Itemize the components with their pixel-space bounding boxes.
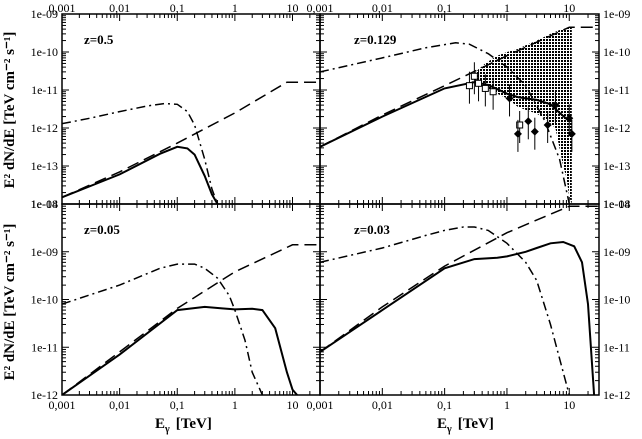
x-tick-label-top: 0,001 [49,1,76,15]
y-tick-label: 1e-10 [603,45,630,59]
series-line-solid [320,240,596,395]
x-axis-label-unit: [TeV] [176,416,212,432]
x-tick-label: 10 [287,398,299,412]
x-tick-label-top: 10 [563,1,575,15]
data-point-diamond [551,101,560,110]
y-tick-label: 1e-14 [31,197,58,211]
x-tick-label-top: 0,1 [437,1,452,15]
series-line-solid [62,145,219,204]
series-line-dashed [320,26,599,148]
x-tick-label-top: 0,01 [372,1,393,15]
y-tick-label: 1e-09 [603,245,630,259]
x-tick-label-top: 0,01 [109,1,130,15]
y-tick-label: 1e-10 [31,45,58,59]
x-tick-label: 0,01 [372,398,393,412]
series-line-solid [320,81,570,148]
y-tick-label: 1e-13 [603,159,630,173]
x-tick-label-top: 1 [232,1,238,15]
y-tick-label: 1e-11 [31,340,58,354]
x-tick-label: 0,01 [109,398,130,412]
y-axis-label-bottom: E² dN/dE [TeV cm⁻² s⁻¹] [2,224,18,381]
series-line-dashed [62,81,320,198]
data-point-diamond [543,120,552,129]
y-tick-label: 1e-11 [31,83,58,97]
x-tick-label: 0,1 [170,398,185,412]
y-tick-label: 1e-14 [603,197,630,211]
redshift-annotation: z=0.129 [354,32,397,47]
x-axis-label-unit: [TeV] [458,416,494,432]
data-point-square [516,121,524,129]
data-point-square [481,84,489,92]
x-tick-label: 0,1 [437,398,452,412]
data-point-diamond [567,129,576,138]
x-axis-label-main: E [155,416,165,432]
data-point-diamond [565,114,574,123]
uncertainty-band [472,27,572,204]
y-tick-label: 1e-08 [31,197,58,211]
y-tick-label: 1e-12 [603,121,630,135]
series-line-dashed [62,244,320,395]
panel-bottom-left: 0,001 0,01 0,1 1 10 1e-12 1e-11 1e-10 1e-09 1e-08… [31,197,321,412]
x-axis-label-sub: γ [164,424,170,435]
x-tick-label-top: 10 [287,1,299,15]
x-tick-label: 0,001 [49,398,76,412]
series-line-dash-dot [320,226,571,395]
plot-area [62,81,320,204]
y-tick-label: 1e-13 [31,159,58,173]
y-tick-label: 1e-08 [603,197,630,211]
plot-area [320,26,599,204]
x-tick-label-top: 0,1 [170,1,185,15]
redshift-annotation: z=0.05 [84,222,120,237]
panel-bottom-right: 0,001 0,01 0,1 1 10 1e-12 1e-11 1e-10 1e-09 1e-08… [307,197,631,412]
x-tick-label: 0,001 [307,398,334,412]
y-tick-label: 1e-09 [603,7,630,21]
y-tick-label: 1e-10 [603,293,630,307]
data-point-diamond [513,129,522,138]
y-tick-label: 1e-09 [31,7,58,21]
data-point-square [475,79,483,87]
series-line-dashed [320,205,599,353]
y-tick-label: 1e-12 [603,388,630,402]
data-point-square [465,82,473,90]
y-tick-label: 1e-12 [31,388,58,402]
x-tick-label-top: 1 [504,1,510,15]
x-axis-label-main: E [437,416,447,432]
y-axis-label-top: E² dN/dE [TeV cm⁻² s⁻¹] [2,32,18,189]
y-tick-label: 1e-11 [603,340,630,354]
panel-top-left: 0,001 0,01 0,1 1 10 1e-14 1e-13 1e-12 1e-11 1e-10… [31,1,321,211]
x-axis-label-left: Eγ [TeV] [155,416,212,435]
x-tick-label: 10 [563,398,575,412]
y-tick-label: 1e-09 [31,245,58,259]
y-tick-label: 1e-10 [31,293,58,307]
y-tick-label: 1e-12 [31,121,58,135]
panel-top-right: 0,001 0,01 0,1 1 10 1e-14 1e-13 1e-12 1e-11 1e-10… [307,1,631,211]
x-axis-label-sub: γ [446,424,452,435]
data-point-diamond [524,117,533,126]
data-point-square [489,88,497,96]
plot-area [320,205,599,395]
series-line-dash-dot [62,102,219,204]
x-tick-label-top: 0,001 [307,1,334,15]
data-point-diamond [530,127,539,136]
y-tick-label: 1e-11 [603,83,630,97]
data-point-diamond [505,94,514,103]
data-point-square [470,72,478,80]
redshift-annotation: z=0.03 [354,222,390,237]
series-line-solid [62,305,298,395]
x-tick-label: 1 [232,398,238,412]
plot-area [62,244,320,395]
series-line-dash-dot [320,42,571,204]
redshift-annotation: z=0.5 [84,32,114,47]
series-line-dash-dot [62,263,264,395]
x-axis-label-right: Eγ [TeV] [437,416,494,435]
x-tick-label: 1 [504,398,510,412]
